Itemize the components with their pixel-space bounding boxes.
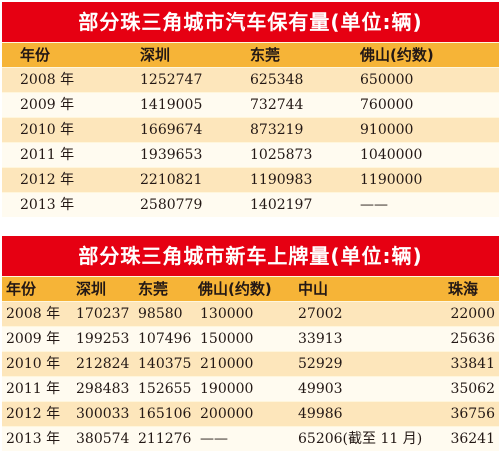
cell-foshan: ——: [360, 197, 388, 213]
header-dongguan: 东莞: [138, 280, 169, 298]
cell-year: 2009 年: [6, 331, 61, 347]
table-row: 2009 年 1419005 732744 760000: [2, 92, 499, 117]
cell-foshan: 150000: [200, 331, 254, 347]
cell-year: 2010 年: [6, 356, 61, 372]
cell-zhuhai: 25636: [450, 331, 495, 347]
cell-dongguan: 165106: [138, 406, 192, 422]
cell-year: 2012 年: [20, 172, 75, 188]
cell-dongguan: 211276: [138, 431, 192, 447]
cell-year: 2013 年: [6, 431, 61, 447]
cell-dongguan: 732744: [250, 97, 304, 113]
cell-zhuhai: 36241: [450, 431, 495, 447]
table-row: 2012 年 2210821 1190983 1190000: [2, 167, 499, 192]
table-row: 2010 年 1669674 873219 910000: [2, 117, 499, 142]
table-title: 部分珠三角城市汽车保有量(单位:辆): [2, 2, 499, 42]
cell-shenzhen: 380574: [76, 431, 130, 447]
header-shenzhen: 深圳: [140, 46, 171, 64]
cell-shenzhen: 1419005: [140, 97, 203, 113]
cell-year: 2010 年: [20, 122, 75, 138]
table-row: 2008 年 1252747 625348 650000: [2, 67, 499, 92]
cell-shenzhen: 298483: [76, 381, 130, 397]
cell-shenzhen: 1669674: [140, 122, 203, 138]
cell-zhongshan: 49986: [298, 406, 343, 422]
table-row: 2011 年 298483 152655 190000 49903 35062: [2, 376, 499, 401]
cell-foshan: 1040000: [360, 147, 423, 163]
header-zhuhai: 珠海: [448, 280, 479, 298]
cell-foshan: ——: [200, 431, 228, 447]
cell-foshan: 130000: [200, 306, 254, 322]
table-row: 2009 年 199253 107496 150000 33913 25636: [2, 326, 499, 351]
cell-shenzhen: 1939653: [140, 147, 203, 163]
header-year: 年份: [6, 280, 37, 298]
cell-zhuhai: 22000: [450, 306, 495, 322]
cell-dongguan: 1025873: [250, 147, 313, 163]
cell-zhuhai: 36756: [450, 406, 495, 422]
cell-year: 2011 年: [6, 381, 61, 397]
table-row: 2011 年 1939653 1025873 1040000: [2, 142, 499, 167]
table-title: 部分珠三角城市新车上牌量(单位:辆): [2, 236, 499, 276]
header-dongguan: 东莞: [250, 46, 281, 64]
cell-year: 2008 年: [6, 306, 61, 322]
cell-foshan: 650000: [360, 72, 414, 88]
cell-foshan: 1190000: [360, 172, 423, 188]
header-shenzhen: 深圳: [76, 280, 107, 298]
cell-shenzhen: 2210821: [140, 172, 203, 188]
cell-shenzhen: 199253: [76, 331, 130, 347]
cell-zhongshan: 27002: [298, 306, 343, 322]
cell-dongguan: 873219: [250, 122, 304, 138]
cell-year: 2012 年: [6, 406, 61, 422]
cell-year: 2008 年: [20, 72, 75, 88]
table-row: 2012 年 300033 165106 200000 49986 36756: [2, 401, 499, 426]
table-row: 2010 年 212824 140375 210000 52929 33841: [2, 351, 499, 376]
cell-zhuhai: 33841: [450, 356, 495, 372]
cell-shenzhen: 2580779: [140, 197, 203, 213]
cell-zhongshan: 33913: [298, 331, 343, 347]
cell-shenzhen: 170237: [76, 306, 130, 322]
table-row: 2008 年 170237 98580 130000 27002 22000: [2, 301, 499, 326]
car-ownership-table: 部分珠三角城市汽车保有量(单位:辆) 年份 深圳 东莞 佛山(约数) 2008 …: [2, 2, 499, 217]
cell-foshan: 210000: [200, 356, 254, 372]
cell-dongguan: 140375: [138, 356, 192, 372]
cell-zhongshan: 65206(截至 11 月): [298, 431, 423, 447]
table-header-row: 年份 深圳 东莞 佛山(约数): [2, 42, 499, 67]
header-year: 年份: [20, 46, 51, 64]
cell-shenzhen: 1252747: [140, 72, 203, 88]
cell-foshan: 200000: [200, 406, 254, 422]
cell-zhongshan: 52929: [298, 356, 343, 372]
cell-zhongshan: 49903: [298, 381, 343, 397]
cell-zhuhai: 35062: [450, 381, 495, 397]
cell-foshan: 910000: [360, 122, 414, 138]
cell-foshan: 190000: [200, 381, 254, 397]
cell-foshan: 760000: [360, 97, 414, 113]
cell-year: 2011 年: [20, 147, 75, 163]
cell-dongguan: 98580: [138, 306, 183, 322]
table-header-row: 年份 深圳 东莞 佛山(约数) 中山 珠海: [2, 276, 499, 301]
header-zhongshan: 中山: [298, 280, 329, 298]
header-foshan: 佛山(约数): [198, 280, 272, 298]
cell-shenzhen: 300033: [76, 406, 130, 422]
cell-dongguan: 152655: [138, 381, 192, 397]
header-foshan: 佛山(约数): [360, 46, 434, 64]
cell-year: 2009 年: [20, 97, 75, 113]
cell-dongguan: 1190983: [250, 172, 313, 188]
cell-dongguan: 1402197: [250, 197, 313, 213]
cell-shenzhen: 212824: [76, 356, 130, 372]
new-car-registration-table: 部分珠三角城市新车上牌量(单位:辆) 年份 深圳 东莞 佛山(约数) 中山 珠海…: [2, 236, 499, 451]
table-row: 2013 年 380574 211276 —— 65206(截至 11 月) 3…: [2, 426, 499, 451]
cell-year: 2013 年: [20, 197, 75, 213]
cell-dongguan: 107496: [138, 331, 192, 347]
cell-dongguan: 625348: [250, 72, 304, 88]
table-row: 2013 年 2580779 1402197 ——: [2, 192, 499, 217]
